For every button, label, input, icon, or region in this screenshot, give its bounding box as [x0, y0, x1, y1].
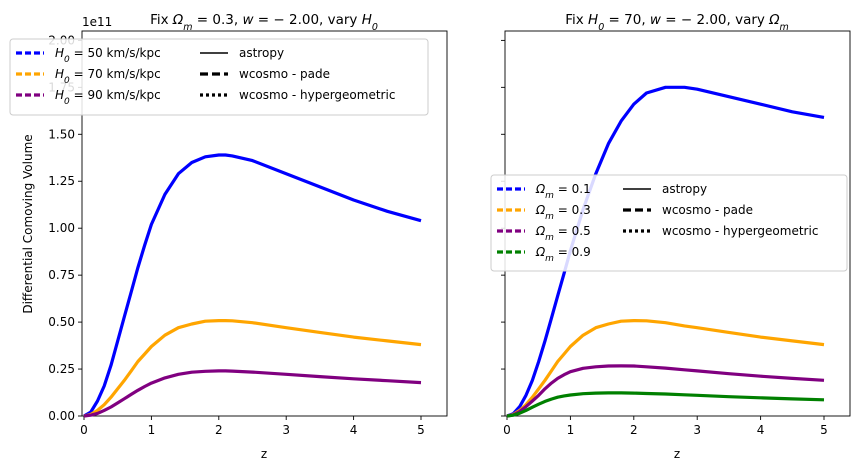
legend-series-label: Ωm = 0.3	[535, 203, 591, 222]
y-tick-label: 1.50	[48, 127, 75, 141]
legend-series-label: Ωm = 0.5	[535, 224, 591, 243]
left-x-axis-label: z	[261, 447, 267, 461]
y-tick-label: 0.50	[48, 315, 75, 329]
legend-style-label: wcosmo - hypergeometric	[239, 88, 395, 102]
y-tick-label: 0.25	[48, 362, 75, 376]
legend-style-label: astropy	[239, 46, 284, 60]
left-offset-text: 1e11	[82, 15, 112, 29]
right-panel-title: Fix H0 = 70, w = − 2.00, vary Ωm	[565, 12, 789, 33]
left-series-lines	[83, 153, 422, 418]
series-line	[506, 391, 825, 418]
x-tick-label: 0	[80, 423, 88, 437]
legend-series-label: H0 = 70 km/s/kpc	[55, 67, 161, 86]
left-legend: H0 = 50 km/s/kpc H0 = 70 km/s/kpc H0 = 90 …	[9, 38, 429, 116]
x-tick-label: 5	[820, 423, 828, 437]
legend-series-label: Ωm = 0.1	[535, 182, 591, 201]
x-tick-label: 1	[567, 423, 575, 437]
x-tick-label: 3	[282, 423, 290, 437]
x-tick-label: 1	[148, 423, 156, 437]
y-tick-label: 0.00	[48, 409, 75, 423]
x-tick-label: 5	[417, 423, 425, 437]
y-tick-label: 1.25	[48, 174, 75, 188]
y-tick-label: 1.00	[48, 221, 75, 235]
left-panel: 0123450.000.250.500.751.001.251.501.752.…	[9, 12, 448, 461]
legend-box	[9, 38, 429, 116]
x-tick-label: 3	[693, 423, 701, 437]
left-panel-title: Fix Ωm = 0.3, w = − 2.00, vary H0	[150, 12, 378, 33]
legend-series-label: H0 = 50 km/s/kpc	[55, 46, 161, 65]
legend-style-label: wcosmo - hypergeometric	[662, 224, 818, 238]
legend-series-label: H0 = 90 km/s/kpc	[55, 88, 161, 107]
x-tick-label: 2	[215, 423, 223, 437]
legend-style-label: wcosmo - pade	[662, 203, 753, 217]
legend-box	[490, 174, 848, 272]
legend-style-label: astropy	[662, 182, 707, 196]
x-tick-label: 2	[630, 423, 638, 437]
legend-series-label: Ωm = 0.9	[535, 245, 591, 264]
right-x-axis-label: z	[674, 447, 680, 461]
right-legend: Ωm = 0.1 Ωm = 0.3 Ωm = 0.5 Ωm = 0.9 astropy w…	[490, 174, 848, 272]
series-line	[83, 319, 422, 418]
left-y-axis-label: Differential Comoving Volume	[21, 134, 35, 313]
series-line	[506, 364, 825, 418]
legend-style-label: wcosmo - pade	[239, 67, 330, 81]
series-line	[506, 319, 825, 418]
x-tick-label: 4	[350, 423, 358, 437]
series-line	[83, 153, 422, 418]
x-tick-label: 0	[503, 423, 511, 437]
x-tick-label: 4	[757, 423, 765, 437]
right-axis-ticks: 0 1 2 3 4 5	[501, 39, 828, 437]
series-line	[83, 369, 422, 418]
left-axis-ticks: 0123450.000.250.500.751.001.251.501.752.…	[48, 33, 425, 437]
y-tick-label: 0.75	[48, 268, 75, 282]
